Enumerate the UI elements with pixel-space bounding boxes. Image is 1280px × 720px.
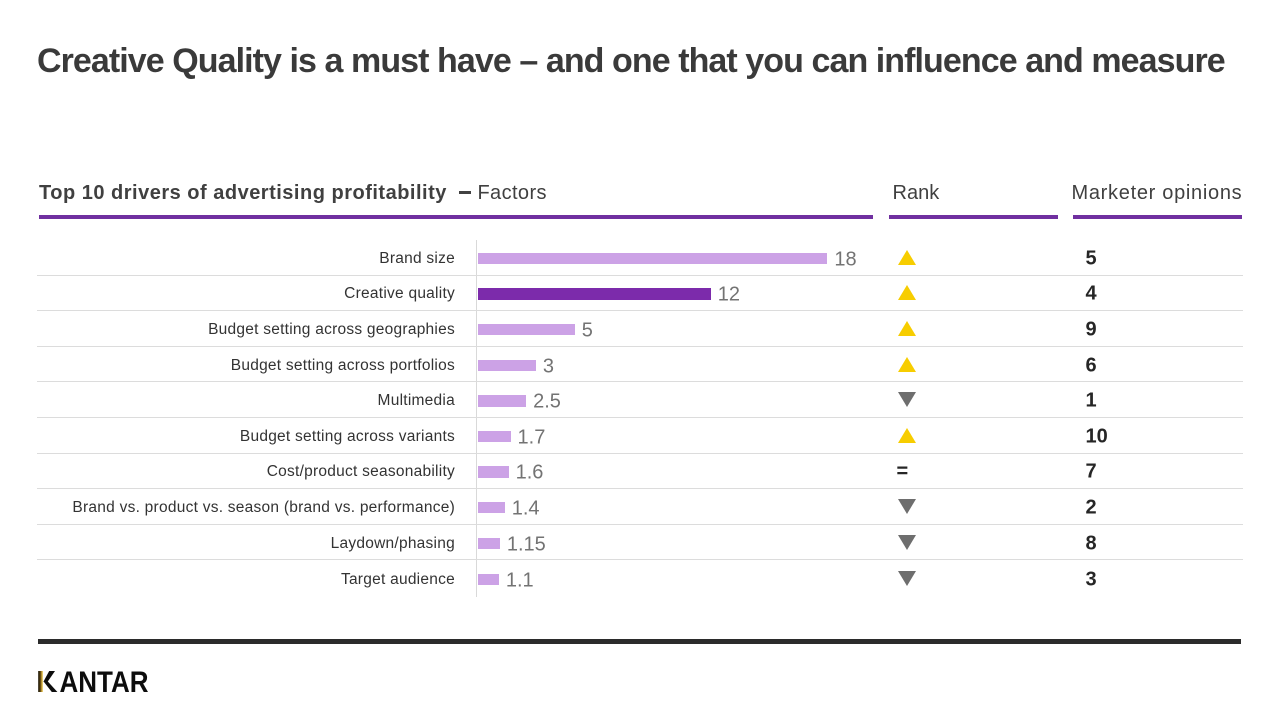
svg-text:ANTAR: ANTAR [60,666,149,694]
